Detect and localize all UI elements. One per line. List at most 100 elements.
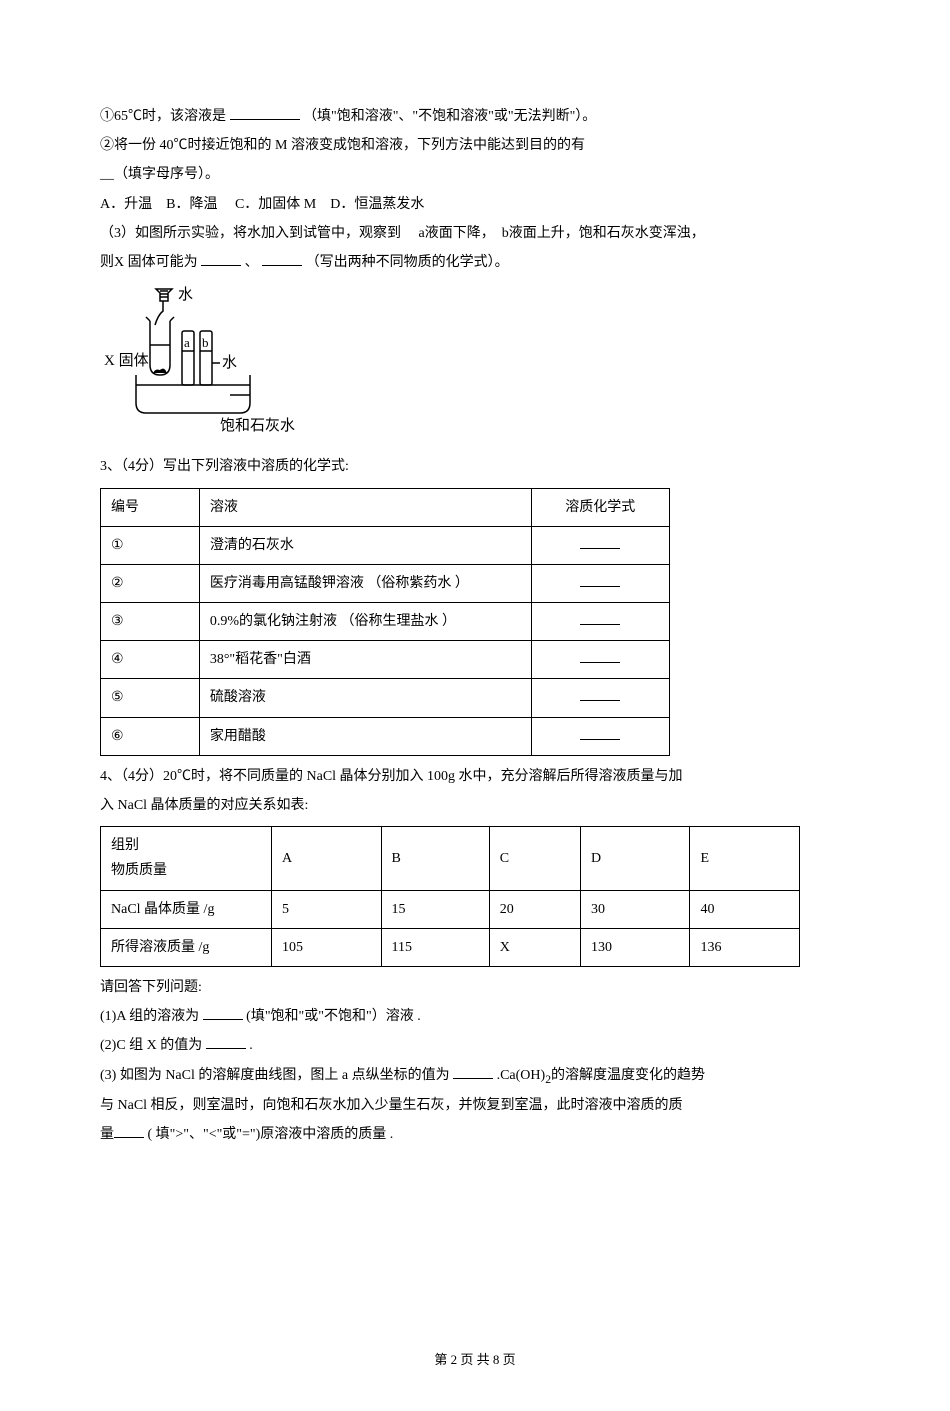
row-name: 澄清的石灰水	[199, 526, 531, 564]
q4-sub3: (3) 如图为 NaCl 的溶解度曲线图，图上 a 点纵坐标的值为 .Ca(OH…	[100, 1063, 850, 1090]
q3-title: 3、（4分）写出下列溶液中溶质的化学式:	[100, 454, 850, 479]
label-water-top: 水	[178, 286, 193, 303]
blank	[580, 662, 620, 663]
row-num: ④	[101, 641, 200, 679]
table-row: 所得溶液质量 /g 105 115 X 130 136	[101, 928, 800, 966]
header-formula: 溶质化学式	[531, 488, 669, 526]
option-c: C．加固体 M	[235, 197, 316, 212]
text: .Ca(OH)	[497, 1068, 546, 1083]
cell: 20	[489, 890, 580, 928]
row-blank	[531, 641, 669, 679]
table-row: ⑥ 家用醋酸	[101, 717, 670, 755]
q-line: （3）如图所示实验，将水加入到试管中，观察到 a液面下降， b液面上升，饱和石灰…	[100, 221, 850, 246]
q4-line1: 4、（4分）20℃时，将不同质量的 NaCl 晶体分别加入 100g 水中，充分…	[100, 764, 850, 789]
text: 、	[245, 255, 259, 270]
cell: D	[580, 827, 690, 890]
q4-sub2: (2)C 组 X 的值为 .	[100, 1033, 850, 1058]
text: 量	[100, 1127, 114, 1142]
cell: E	[690, 827, 800, 890]
row-num: ③	[101, 603, 200, 641]
table-row: ① 澄清的石灰水	[101, 526, 670, 564]
blank	[203, 1005, 243, 1020]
row-blank	[531, 564, 669, 602]
cell: 30	[580, 890, 690, 928]
q-line: ②将一份 40℃时接近饱和的 M 溶液变成饱和溶液，下列方法中能达到目的的有	[100, 133, 850, 158]
blank	[453, 1064, 493, 1079]
row-num: ①	[101, 526, 200, 564]
text: (1)A 组的溶液为	[100, 1009, 199, 1024]
q-line: 则X 固体可能为 、 （写出两种不同物质的化学式）。	[100, 250, 850, 275]
row-num: ⑤	[101, 679, 200, 717]
row-blank	[531, 717, 669, 755]
header-num: 编号	[101, 488, 200, 526]
text: a液面下降，	[419, 226, 495, 241]
experiment-diagram: 水 X 固体 a b 水 饱和石灰水	[100, 285, 850, 444]
row-blank	[531, 526, 669, 564]
cell: 105	[272, 928, 382, 966]
table-row: ⑤ 硫酸溶液	[101, 679, 670, 717]
cell: NaCl 晶体质量 /g	[101, 890, 272, 928]
q4-line2: 入 NaCl 晶体质量的对应关系如表:	[100, 793, 850, 818]
cell: 130	[580, 928, 690, 966]
blank	[580, 700, 620, 701]
q4-sub1: (1)A 组的溶液为 (填"饱和"或"不饱和"）溶液 .	[100, 1004, 850, 1029]
blank	[580, 739, 620, 740]
cell: 组别 物质质量	[101, 827, 272, 890]
blank	[201, 251, 241, 266]
cell: B	[381, 827, 489, 890]
blank	[114, 1123, 144, 1138]
page-footer: 第 2 页 共 8 页	[100, 1348, 850, 1371]
table-row: NaCl 晶体质量 /g 5 15 20 30 40	[101, 890, 800, 928]
text: ②将一份 40℃时接近饱和的 M 溶液变成饱和溶液，下列方法中能达到目的的有	[100, 138, 585, 153]
nacl-table: 组别 物质质量 A B C D E NaCl 晶体质量 /g 5 15 20 3…	[100, 826, 800, 967]
cell: 40	[690, 890, 800, 928]
blank	[206, 1034, 246, 1049]
text: b液面上升，饱和石灰水变浑浊，	[502, 226, 705, 241]
text: （填"饱和溶液"、"不饱和溶液"或"无法判断"）。	[303, 109, 596, 124]
text: (3) 如图为 NaCl 的溶解度曲线图，图上 a 点纵坐标的值为	[100, 1068, 450, 1083]
blank	[580, 548, 620, 549]
row-num: ⑥	[101, 717, 200, 755]
text: 则X 固体可能为	[100, 255, 198, 270]
cell: 115	[381, 928, 489, 966]
text: .	[249, 1038, 253, 1053]
cell: X	[489, 928, 580, 966]
table-row: ② 医疗消毒用高锰酸钾溶液 （俗称紫药水 ）	[101, 564, 670, 602]
text: __（填字母序号）。	[100, 167, 219, 182]
q4-after1: 请回答下列问题:	[100, 975, 850, 1000]
text: ( 填">"、"<"或"=")原溶液中溶质的质量 .	[148, 1127, 394, 1142]
cell: 15	[381, 890, 489, 928]
blank	[262, 251, 302, 266]
text: （3）如图所示实验，将水加入到试管中，观察到	[100, 226, 401, 241]
table-row: ③ 0.9%的氯化钠注射液 （俗称生理盐水 ）	[101, 603, 670, 641]
row-blank	[531, 603, 669, 641]
solute-table: 编号 溶液 溶质化学式 ① 澄清的石灰水 ② 医疗消毒用高锰酸钾溶液 （俗称紫药…	[100, 488, 670, 756]
row-name: 家用醋酸	[199, 717, 531, 755]
label-b: b	[202, 335, 209, 350]
cell: 5	[272, 890, 382, 928]
table-row: ④ 38°"稻花香"白酒	[101, 641, 670, 679]
row-name: 0.9%的氯化钠注射液 （俗称生理盐水 ）	[199, 603, 531, 641]
header-solution: 溶液	[199, 488, 531, 526]
option-a: A．升温	[100, 197, 152, 212]
text: (2)C 组 X 的值为	[100, 1038, 202, 1053]
row-blank	[531, 679, 669, 717]
table-header-row: 编号 溶液 溶质化学式	[101, 488, 670, 526]
options-line: A．升温 B．降温 C．加固体 M D．恒温蒸发水	[100, 192, 850, 217]
cell: 136	[690, 928, 800, 966]
text: 的溶解度温度变化的趋势	[551, 1068, 705, 1083]
q-line: ①65℃时，该溶液是 （填"饱和溶液"、"不饱和溶液"或"无法判断"）。	[100, 104, 850, 129]
text: (填"饱和"或"不饱和"）溶液 .	[246, 1009, 421, 1024]
row-num: ②	[101, 564, 200, 602]
diagram-svg: 水 X 固体 a b 水 饱和石灰水	[100, 285, 300, 435]
label-x-solid: X 固体	[104, 352, 149, 369]
blank	[230, 105, 300, 120]
q4-sub3-line2: 与 NaCl 相反，则室温时，向饱和石灰水加入少量生石灰，并恢复到室温，此时溶液…	[100, 1093, 850, 1118]
text: （写出两种不同物质的化学式）。	[306, 255, 509, 270]
q-line: __（填字母序号）。	[100, 162, 850, 187]
cell: C	[489, 827, 580, 890]
label-water-right: 水	[222, 354, 237, 371]
label-lime: 饱和石灰水	[220, 417, 295, 434]
option-d: D．恒温蒸发水	[330, 197, 424, 212]
option-b: B．降温	[166, 197, 217, 212]
